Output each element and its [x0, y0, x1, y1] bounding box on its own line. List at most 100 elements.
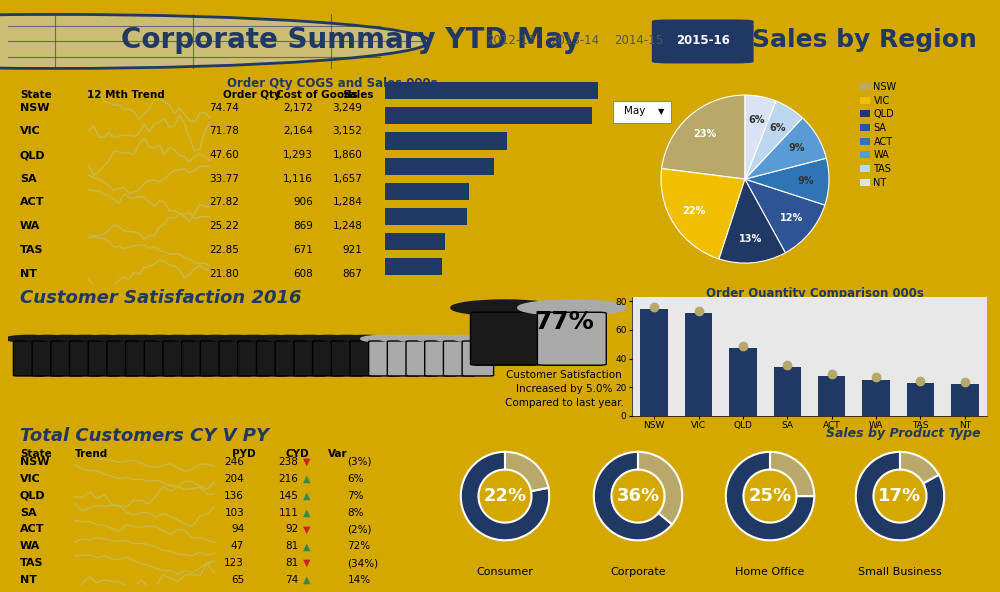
- Text: 906: 906: [293, 198, 313, 208]
- Text: 1,284: 1,284: [332, 198, 362, 208]
- Text: ▼: ▼: [303, 558, 311, 568]
- FancyBboxPatch shape: [537, 312, 606, 365]
- Wedge shape: [745, 158, 829, 205]
- FancyBboxPatch shape: [313, 341, 344, 376]
- Circle shape: [454, 335, 501, 342]
- FancyBboxPatch shape: [613, 101, 671, 123]
- Text: 23%: 23%: [693, 128, 717, 139]
- FancyBboxPatch shape: [32, 341, 64, 376]
- FancyBboxPatch shape: [182, 341, 213, 376]
- FancyBboxPatch shape: [126, 341, 157, 376]
- Text: Order Quantity Comparison 000s: Order Quantity Comparison 000s: [706, 287, 924, 300]
- Text: 111: 111: [278, 507, 298, 517]
- Text: ACT: ACT: [20, 525, 44, 535]
- Text: Sales Chart: Sales Chart: [387, 90, 454, 100]
- FancyBboxPatch shape: [653, 20, 753, 63]
- Bar: [685, 313, 712, 416]
- Text: NT: NT: [20, 575, 37, 585]
- Bar: [385, 107, 592, 124]
- Text: Customer Satisfaction 2016: Customer Satisfaction 2016: [20, 289, 301, 307]
- Text: CYD: CYD: [285, 449, 309, 459]
- Text: ▲: ▲: [303, 491, 311, 501]
- Circle shape: [24, 335, 71, 342]
- Text: 22%: 22%: [682, 207, 706, 217]
- Text: ACT: ACT: [20, 198, 44, 208]
- FancyBboxPatch shape: [387, 341, 419, 376]
- Text: State: State: [20, 90, 52, 100]
- Text: ▲: ▲: [303, 474, 311, 484]
- Text: Customer Satisfaction
Increased by 5.0%
Compared to last year.: Customer Satisfaction Increased by 5.0% …: [505, 370, 623, 408]
- Text: 81: 81: [285, 558, 298, 568]
- Text: ▼: ▼: [303, 457, 311, 467]
- FancyBboxPatch shape: [51, 341, 82, 376]
- Text: Corporate Summary YTD May: Corporate Summary YTD May: [121, 26, 581, 54]
- Text: Var: Var: [328, 449, 347, 459]
- Text: 238: 238: [278, 457, 298, 467]
- Bar: [640, 309, 668, 416]
- Bar: [385, 183, 469, 200]
- Wedge shape: [661, 169, 745, 259]
- Text: 47: 47: [231, 541, 244, 551]
- Bar: [385, 233, 445, 250]
- Text: ▲: ▲: [303, 575, 311, 585]
- Circle shape: [155, 335, 202, 342]
- Text: 3,152: 3,152: [332, 126, 362, 136]
- Circle shape: [43, 335, 90, 342]
- Wedge shape: [594, 452, 672, 540]
- Text: 869: 869: [293, 221, 313, 231]
- Text: (34%): (34%): [347, 558, 379, 568]
- Circle shape: [192, 335, 240, 342]
- Circle shape: [118, 335, 165, 342]
- Text: 103: 103: [224, 507, 244, 517]
- Circle shape: [249, 335, 296, 342]
- FancyBboxPatch shape: [163, 341, 194, 376]
- Text: 74.74: 74.74: [209, 102, 239, 112]
- Wedge shape: [719, 179, 785, 263]
- FancyBboxPatch shape: [425, 341, 456, 376]
- Text: SA: SA: [20, 174, 36, 184]
- Wedge shape: [745, 101, 803, 179]
- Text: QLD: QLD: [20, 150, 45, 160]
- Text: 867: 867: [342, 269, 362, 279]
- Text: 92: 92: [285, 525, 298, 535]
- Text: 216: 216: [278, 474, 298, 484]
- Circle shape: [230, 335, 277, 342]
- Bar: [951, 384, 979, 416]
- Wedge shape: [662, 95, 745, 179]
- Text: 12%: 12%: [780, 213, 803, 223]
- Text: 25.22: 25.22: [209, 221, 239, 231]
- Bar: [385, 133, 507, 150]
- FancyBboxPatch shape: [88, 341, 120, 376]
- Text: 8%: 8%: [347, 507, 364, 517]
- Text: 2015-16: 2015-16: [676, 34, 730, 47]
- Circle shape: [379, 335, 427, 342]
- Circle shape: [417, 335, 464, 342]
- Circle shape: [323, 335, 371, 342]
- Circle shape: [305, 335, 352, 342]
- Text: Sales by Product Type: Sales by Product Type: [826, 427, 980, 440]
- Circle shape: [136, 335, 184, 342]
- Text: 608: 608: [293, 269, 313, 279]
- Circle shape: [80, 335, 128, 342]
- Circle shape: [398, 335, 445, 342]
- Text: NSW: NSW: [20, 102, 49, 112]
- Text: State: State: [20, 449, 52, 459]
- FancyBboxPatch shape: [443, 341, 475, 376]
- Circle shape: [451, 300, 559, 316]
- FancyBboxPatch shape: [69, 341, 101, 376]
- FancyBboxPatch shape: [369, 341, 400, 376]
- Text: PYD: PYD: [232, 449, 256, 459]
- Text: 22%: 22%: [483, 487, 527, 505]
- Text: ▲: ▲: [303, 541, 311, 551]
- Text: WA: WA: [20, 221, 40, 231]
- FancyBboxPatch shape: [144, 341, 176, 376]
- Text: 145: 145: [278, 491, 298, 501]
- Text: Small Business: Small Business: [858, 568, 942, 577]
- Text: 33.77: 33.77: [209, 174, 239, 184]
- Text: 47.60: 47.60: [209, 150, 239, 160]
- Text: 136: 136: [224, 491, 244, 501]
- Bar: [385, 258, 442, 275]
- Text: 71.78: 71.78: [209, 126, 239, 136]
- Wedge shape: [745, 95, 776, 179]
- Bar: [385, 208, 467, 225]
